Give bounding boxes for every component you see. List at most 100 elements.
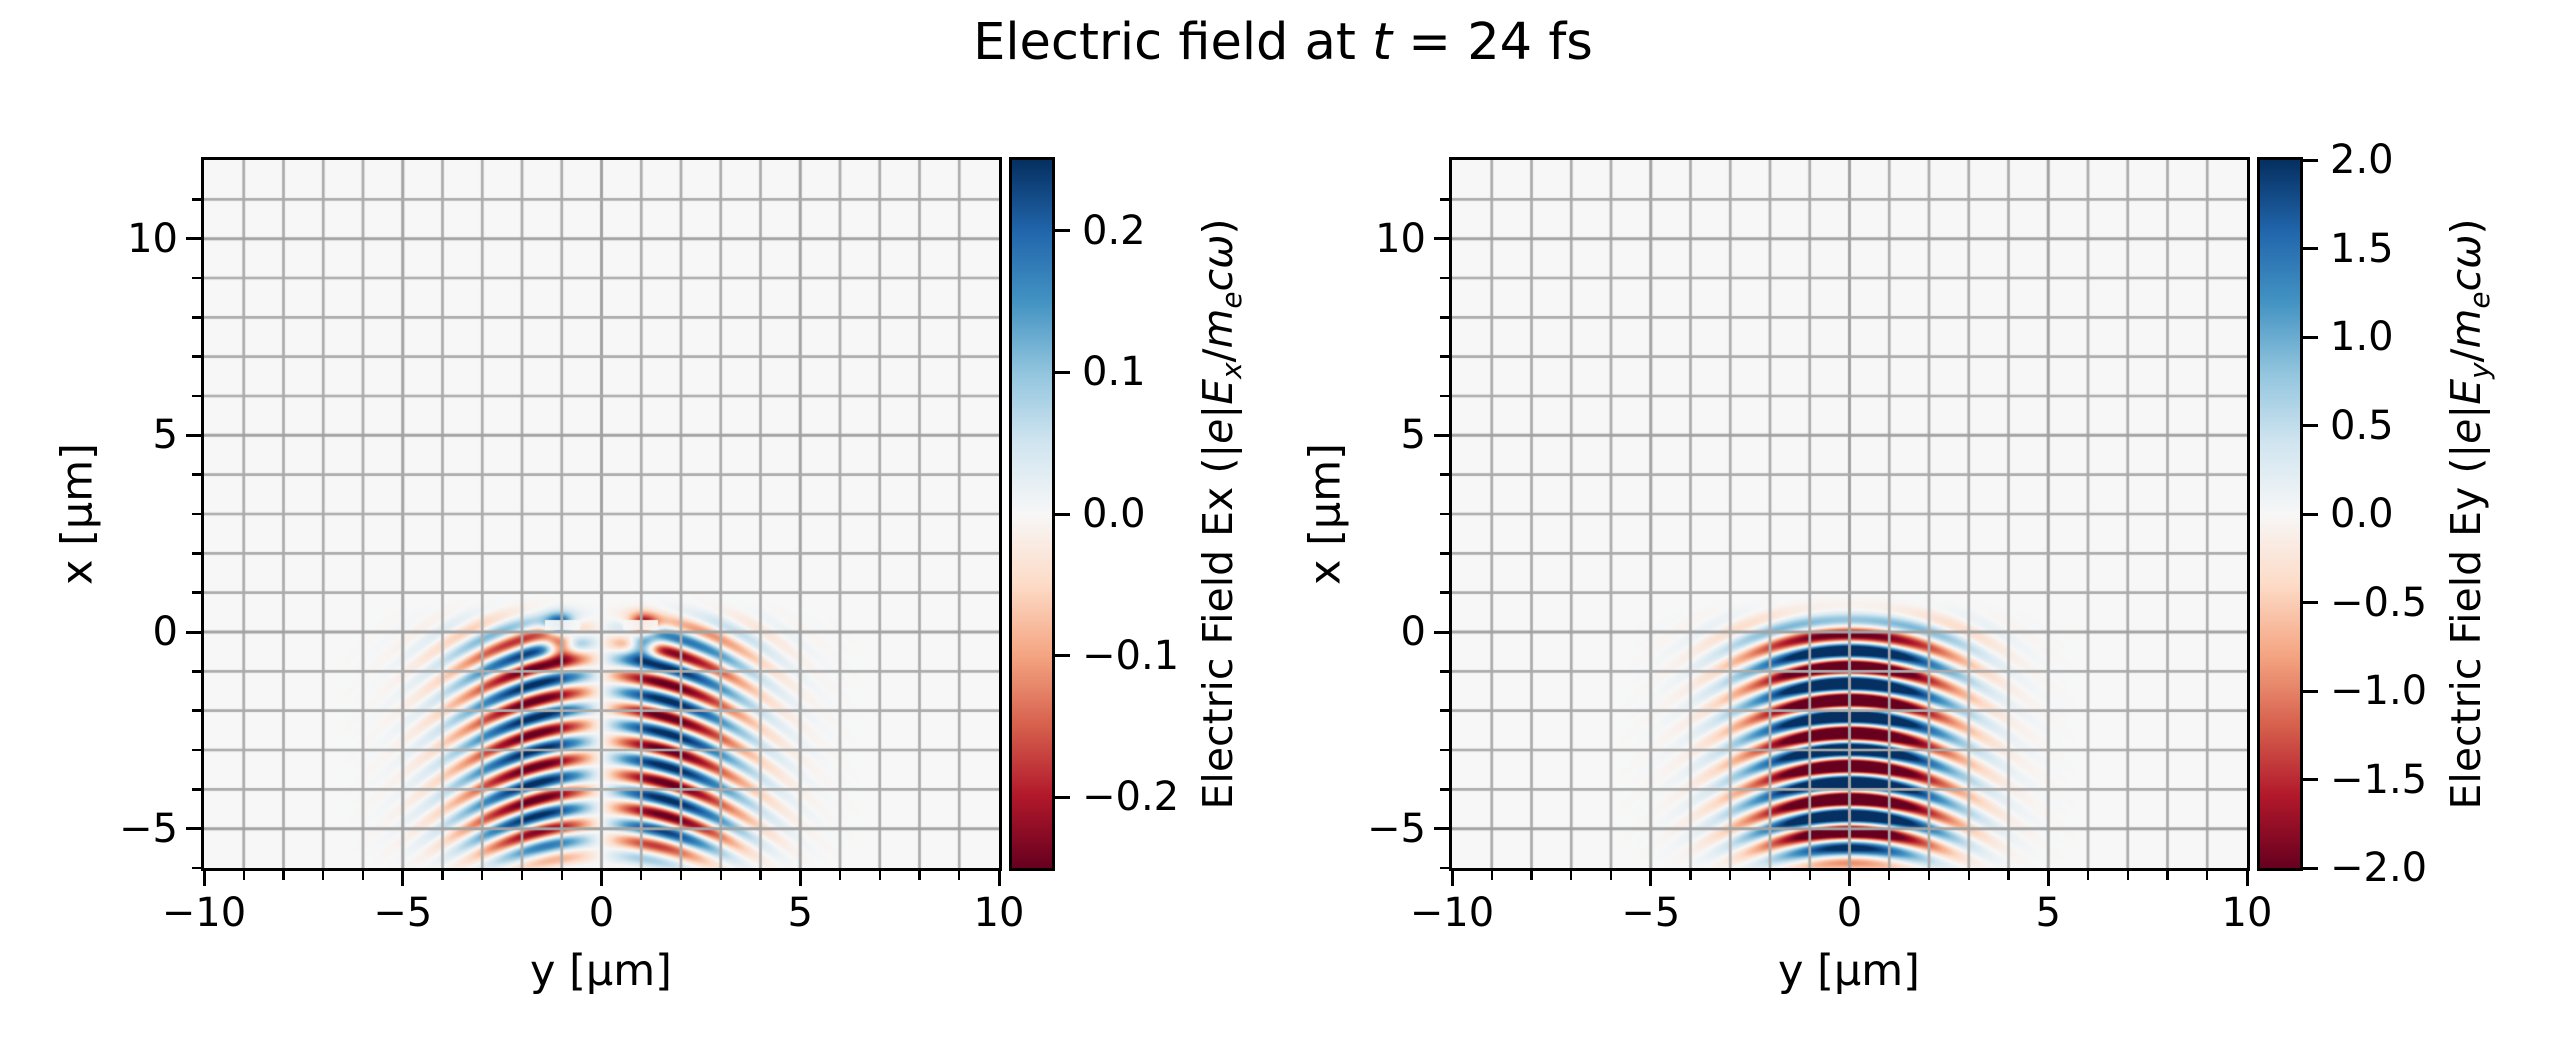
x-minor-tick (1609, 871, 1613, 880)
x-minor-tick (2126, 871, 2129, 880)
y-tick-label: 10 (1375, 215, 1426, 262)
text-segment: ) (1193, 218, 1242, 235)
text-segment: e (2463, 291, 2497, 309)
y-minor-tick (192, 316, 201, 319)
x-major-tick (1450, 871, 1454, 886)
colorbar-tick (1055, 654, 1070, 658)
x-tick-label: −10 (1409, 890, 1495, 936)
text-segment: / (1193, 348, 1242, 363)
colorbar-tick (1055, 512, 1070, 516)
ey-axes-frame (1449, 157, 2250, 871)
y-minor-tick (1440, 709, 1449, 712)
x-minor-tick (242, 871, 245, 880)
ex-heatmap-canvas (204, 160, 999, 868)
colorbar-tick (1055, 229, 1070, 233)
colorbar-tick-label: 0.0 (2330, 491, 2394, 537)
text-segment: Electric field at (973, 13, 1373, 72)
x-major-tick (997, 871, 1001, 886)
x-minor-tick (282, 871, 285, 880)
y-minor-tick (192, 748, 201, 752)
colorbar-tick-label: −0.5 (2330, 579, 2428, 626)
colorbar-tick-label: −1.0 (2330, 668, 2428, 714)
text-segment: e (1193, 418, 1242, 444)
text-segment: | (1193, 404, 1242, 419)
x-major-tick (600, 871, 603, 886)
y-minor-tick (192, 355, 201, 358)
x-minor-tick (958, 871, 961, 880)
x-major-tick (2046, 871, 2050, 886)
colorbar-tick-label: −1.5 (2330, 756, 2428, 803)
x-minor-tick (918, 871, 921, 880)
y-minor-tick (1440, 866, 1449, 870)
ex-colorbar-frame (1009, 157, 1055, 871)
text-segment: m (1193, 308, 1242, 349)
ey-colorbar-label: Electric Field Ey (|e|Ey/mecω) (2442, 219, 2497, 810)
text-segment: | (2441, 404, 2490, 419)
text-segment: c (1193, 268, 1242, 292)
y-minor-tick (1440, 473, 1449, 476)
colorbar-tick-label: −0.1 (1082, 632, 1180, 679)
colorbar-tick-label: 1.0 (2330, 314, 2394, 360)
y-minor-tick (1440, 198, 1449, 201)
colorbar-tick (2303, 158, 2318, 162)
y-tick-label: −5 (119, 805, 178, 852)
text-segment: E (2441, 378, 2490, 405)
x-tick-label: 5 (2035, 890, 2061, 936)
x-minor-tick (759, 871, 762, 880)
x-tick-label: −5 (1621, 890, 1681, 936)
y-minor-tick (192, 591, 201, 594)
x-minor-tick (2086, 871, 2090, 880)
colorbar-tick (2303, 601, 2318, 604)
y-minor-tick (1440, 670, 1449, 673)
y-minor-tick (1440, 748, 1449, 752)
y-minor-tick (192, 276, 201, 280)
x-major-tick (1649, 871, 1653, 886)
x-minor-tick (719, 871, 722, 880)
x-major-tick (401, 871, 405, 886)
x-minor-tick (1689, 871, 1692, 880)
y-major-tick (1434, 630, 1449, 634)
y-minor-tick (192, 866, 201, 870)
y-major-tick (1434, 433, 1449, 437)
y-minor-tick (1440, 394, 1449, 398)
x-major-tick (1848, 871, 1851, 886)
x-minor-tick (1888, 871, 1891, 880)
ey-heatmap-canvas (1452, 160, 2247, 868)
text-segment: / (2441, 348, 2490, 363)
x-tick-label: 10 (973, 890, 1025, 936)
ey-xaxis-label: y [μm] (1778, 946, 1920, 996)
y-tick-label: 10 (127, 215, 178, 262)
colorbar-tick (2303, 335, 2318, 339)
x-minor-tick (560, 871, 563, 880)
text-segment: c (2441, 268, 2490, 292)
x-minor-tick (679, 871, 683, 880)
colorbar-tick-label: 0.0 (1082, 491, 1146, 537)
y-minor-tick (192, 394, 201, 398)
text-segment: Electric Field Ey (| (2441, 443, 2490, 810)
x-minor-tick (2206, 871, 2209, 880)
y-tick-label: 5 (1400, 412, 1426, 459)
x-tick-label: 0 (588, 890, 615, 936)
y-tick-label: 0 (152, 609, 178, 655)
x-minor-tick (640, 871, 643, 880)
ey-colorbar-canvas (2260, 160, 2300, 868)
colorbar-tick-label: −2.0 (2330, 845, 2428, 891)
x-minor-tick (322, 871, 325, 880)
text-segment: = 24 fs (1392, 13, 1593, 72)
colorbar-tick (1055, 370, 1070, 374)
x-minor-tick (1530, 871, 1533, 880)
x-major-tick (798, 871, 802, 886)
x-tick-label: −5 (373, 890, 433, 936)
y-major-tick (186, 433, 201, 437)
x-minor-tick (2007, 871, 2010, 880)
y-major-tick (186, 827, 201, 831)
text-segment: E (1193, 378, 1242, 405)
x-minor-tick (1729, 871, 1732, 880)
ex-yaxis-label: x [μm] (52, 443, 103, 585)
colorbar-tick-label: 0.2 (1082, 207, 1146, 254)
ex-xaxis-label: y [μm] (530, 946, 672, 996)
y-major-tick (1434, 827, 1449, 831)
y-minor-tick (192, 512, 201, 516)
y-minor-tick (1440, 355, 1449, 358)
